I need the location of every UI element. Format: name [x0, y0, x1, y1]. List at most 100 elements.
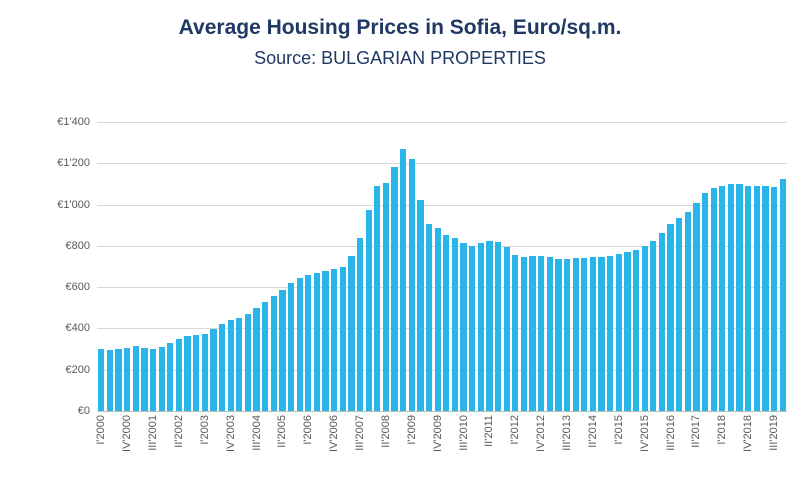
bar [193, 335, 200, 411]
bar [425, 224, 433, 411]
x-tick-label: I'2009 [405, 415, 418, 445]
bar [486, 241, 493, 411]
x-tick-label: III'2013 [561, 415, 574, 451]
bar [227, 319, 234, 411]
y-tick-label: €800 [65, 239, 90, 252]
bar [520, 256, 528, 411]
bar [253, 307, 260, 411]
bar [701, 193, 709, 411]
x-tick-label: III'2016 [664, 415, 677, 451]
bar [244, 313, 252, 411]
bar [762, 186, 769, 411]
bar [719, 186, 726, 411]
bar [676, 218, 683, 411]
bar [98, 349, 105, 411]
bar [693, 202, 700, 411]
bar [365, 209, 372, 411]
bar [218, 324, 226, 411]
bar [106, 349, 114, 411]
bar [710, 188, 717, 411]
x-tick-label: I'2003 [198, 415, 211, 445]
bar [175, 339, 183, 411]
bar [339, 266, 346, 411]
bar [615, 254, 622, 411]
x-tick-label: II'2002 [172, 415, 185, 448]
bar [477, 243, 484, 411]
gridline [97, 122, 787, 123]
bar [313, 272, 321, 411]
bar [322, 271, 329, 411]
gridline [97, 204, 787, 206]
x-tick-label: IV'2000 [121, 415, 134, 452]
y-tick-label: €0 [77, 405, 90, 417]
gridline [97, 369, 787, 371]
x-tick-label: II'2005 [276, 415, 289, 448]
x-tick-label: IV'2015 [638, 415, 651, 452]
x-tick-label: II'2011 [483, 415, 496, 447]
x-tick-label: II'2017 [690, 415, 703, 448]
bar [589, 257, 597, 411]
bar [503, 246, 510, 411]
bar [124, 348, 131, 411]
bar [770, 187, 778, 411]
bar [598, 256, 605, 411]
bar [650, 240, 657, 411]
y-tick-label: €400 [65, 322, 90, 335]
bar [305, 274, 312, 411]
bar [348, 255, 355, 411]
bar [658, 233, 666, 411]
bar [443, 234, 450, 411]
bar [667, 224, 674, 411]
bar [632, 250, 640, 411]
bar [356, 237, 364, 411]
bar [555, 258, 562, 411]
gridline [97, 245, 787, 247]
x-tick-label: III'2001 [147, 415, 160, 451]
y-tick-label: €1'400 [57, 116, 90, 128]
bar [572, 258, 579, 411]
x-tick-label: III'2004 [250, 415, 263, 451]
bar [382, 183, 390, 411]
x-tick-label: I'2015 [612, 415, 625, 445]
gridline [97, 328, 787, 330]
bar [779, 178, 786, 411]
x-tick-label: I'2018 [716, 415, 729, 445]
x-tick-label: I'2000 [95, 415, 108, 445]
y-tick-label: €1'200 [57, 157, 90, 170]
bar [141, 348, 148, 411]
y-tick-label: €200 [65, 363, 90, 376]
bar [201, 333, 208, 411]
x-tick-label: II'2008 [379, 415, 392, 448]
bar [469, 245, 476, 411]
bar [494, 241, 502, 411]
bar [374, 186, 381, 411]
bar [529, 256, 536, 411]
bar [132, 345, 139, 411]
x-tick-label: III'2019 [768, 415, 781, 451]
bar [296, 277, 303, 411]
x-tick-label: IV'2003 [224, 415, 237, 452]
bar [736, 183, 743, 411]
bar [270, 295, 277, 411]
x-axis-labels: I'2000 IV'2000 III'2001 II'2002 I'2003 IV'200… [95, 411, 787, 497]
bar [331, 268, 338, 411]
y-tick-label: €600 [65, 281, 90, 294]
bar [287, 283, 295, 411]
x-tick-label: IV'2018 [742, 415, 755, 452]
chart-subtitle: Source: BULGARIAN PROPERTIES [254, 48, 546, 68]
bar [684, 211, 691, 411]
bar [210, 329, 217, 411]
bar [460, 242, 467, 411]
bar [236, 317, 243, 411]
bar [400, 149, 407, 411]
y-axis-labels: €0 €200 €400 €600 €800 €1'000 €1'200 €1'400 [0, 116, 90, 417]
x-tick-label: II'2014 [586, 415, 599, 448]
bar [167, 342, 174, 411]
bar [563, 259, 571, 411]
bar [279, 289, 286, 411]
gridline [97, 287, 787, 289]
x-tick-label: III'2010 [457, 415, 470, 451]
bar [753, 186, 760, 411]
bar [641, 245, 648, 411]
